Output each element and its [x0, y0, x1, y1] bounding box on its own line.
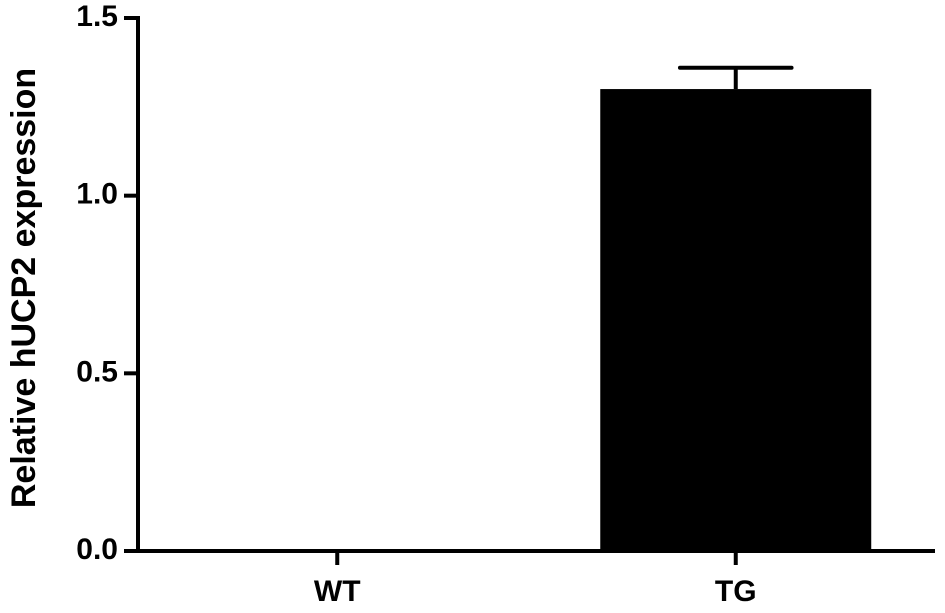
- x-tick-label: TG: [715, 575, 757, 608]
- y-tick-label: 0.0: [76, 533, 118, 566]
- y-tick-label: 0.5: [76, 355, 118, 388]
- bar: [600, 89, 872, 552]
- y-axis-label: Relative hUCP2 expression: [5, 68, 43, 508]
- y-tick-label: 1.0: [76, 178, 118, 211]
- y-tick-label: 1.5: [76, 0, 118, 33]
- x-tick-label: WT: [314, 575, 361, 608]
